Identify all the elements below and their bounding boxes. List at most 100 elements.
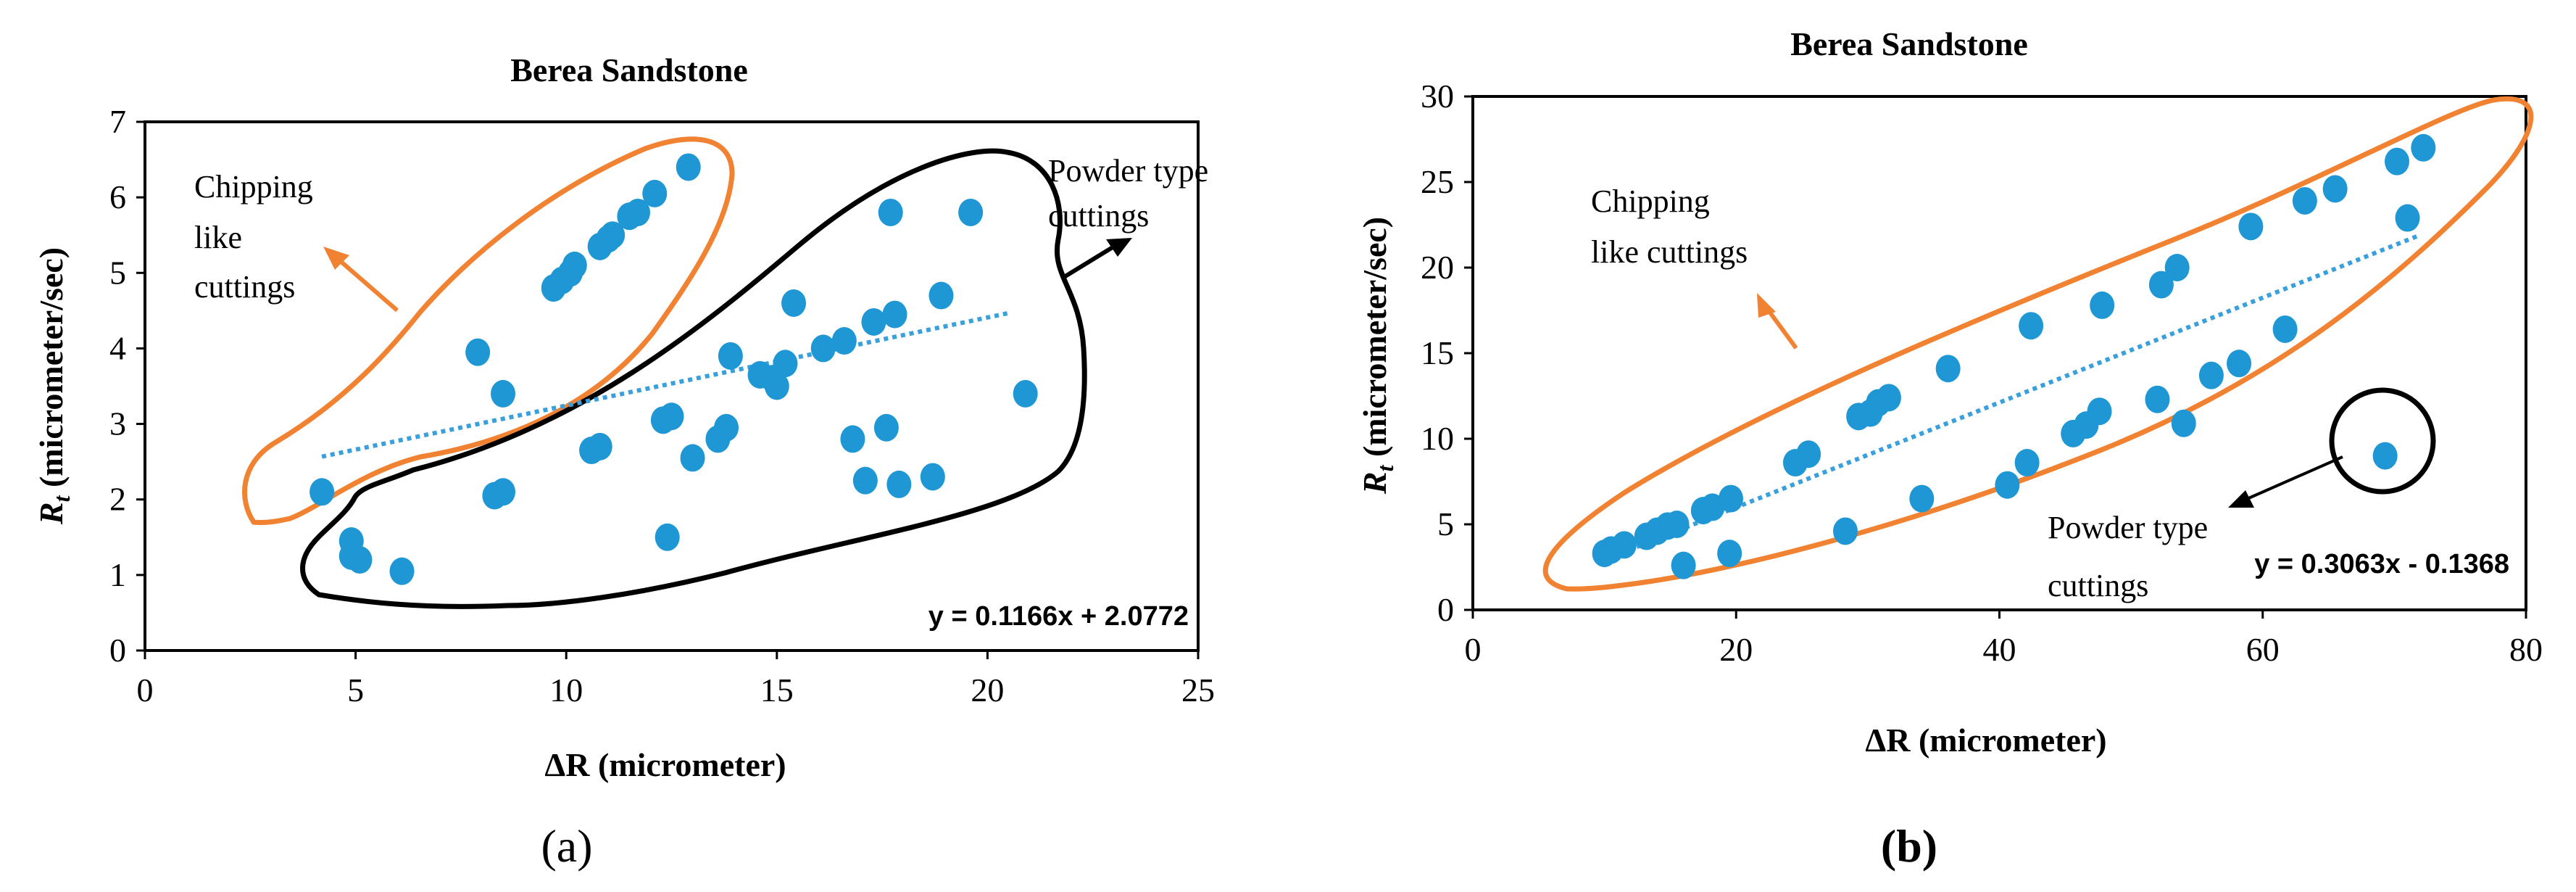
chart-b-trend-equation: y = 0.3063x - 0.1368 xyxy=(2254,549,2509,579)
chart-a-data-point xyxy=(873,413,899,442)
chart-b-data-point xyxy=(2198,361,2224,389)
chart-a-chipping-label-line1: Chipping xyxy=(194,169,313,205)
chart-b-data-point xyxy=(2087,397,2112,426)
panel-b-letter: b xyxy=(1896,820,1922,872)
chart-a-ytick-label: 0 xyxy=(109,632,126,669)
chart-b-xtick-labels: 0 20 40 60 80 xyxy=(1465,631,2543,668)
chart-a-powder-arrowhead xyxy=(1106,238,1132,257)
chart-b-data-point xyxy=(2171,409,2196,437)
chart-b-powder-arrowhead xyxy=(2228,490,2254,508)
chart-a-ytick-label: 7 xyxy=(109,103,126,140)
chart-panel-b: Berea Sandstone 0 5 10 15 20 25 30 0 20 40 60 80 C… xyxy=(1356,25,2543,872)
chart-a-ylabel-units: (micrometer/sec) xyxy=(33,247,70,496)
chart-b-points xyxy=(1592,133,2436,579)
chart-a-ytick-label: 4 xyxy=(109,329,126,366)
panel-b-label: (b) xyxy=(1881,820,1937,872)
chart-b-ytick-label: 5 xyxy=(1437,505,1454,542)
chart-a-ylabel-subscript: t xyxy=(49,495,75,502)
chart-b-data-point xyxy=(2395,204,2420,232)
chart-a-powder-arrow xyxy=(1063,243,1118,279)
chart-b-xtick-label: 80 xyxy=(2509,631,2543,668)
chart-b-data-point xyxy=(2090,291,2115,319)
chart-a-data-point xyxy=(491,379,516,408)
chart-b-data-point xyxy=(1909,484,1935,513)
chart-a-chipping-arrowhead xyxy=(323,247,349,270)
chart-a-data-point xyxy=(831,327,857,355)
chart-a-data-point xyxy=(347,546,373,574)
chart-b-trendline xyxy=(1603,232,2422,562)
chart-b-data-point xyxy=(2019,312,2044,340)
chart-a-ytick-label: 3 xyxy=(109,405,126,442)
chart-b-ytick-label: 0 xyxy=(1437,591,1454,628)
chart-a-ylabel-symbol: R xyxy=(33,502,70,525)
chart-b-axis-ticks xyxy=(1464,95,2527,619)
chart-a-data-point xyxy=(840,425,865,453)
chart-a-trendline xyxy=(321,310,1010,459)
chart-b-xtick-label: 60 xyxy=(2246,631,2280,668)
chart-b-data-point xyxy=(1796,440,1821,468)
chart-b-data-point xyxy=(1832,517,1858,545)
chart-b-chipping-arrowhead xyxy=(1757,293,1776,318)
chart-b-xtick-label: 20 xyxy=(1719,631,1753,668)
chart-b-xtick-label: 40 xyxy=(1983,631,2016,668)
chart-a-data-point xyxy=(886,470,912,498)
chart-a-data-point xyxy=(764,372,789,400)
chart-a-data-point xyxy=(587,432,612,461)
chart-a-xtick-label: 20 xyxy=(971,672,1004,709)
chart-b-plot-frame xyxy=(1471,95,2527,611)
chart-b-data-point xyxy=(2372,442,2398,470)
chart-a-xtick-label: 0 xyxy=(137,672,154,709)
chart-a-data-point xyxy=(642,179,668,207)
chart-a-data-point xyxy=(309,478,335,506)
chart-b-outlier-circle xyxy=(2329,387,2436,495)
chart-a-data-point xyxy=(491,478,516,506)
chart-b-ylabel: Rt (micrometer/sec) xyxy=(1356,217,1398,495)
chart-b-data-point xyxy=(1718,484,1743,513)
chart-b-data-point xyxy=(2385,147,2410,175)
chart-b-data-point xyxy=(2014,449,2040,477)
chart-b-chipping-label-line2: like cuttings xyxy=(1591,234,1748,270)
chart-b-data-point xyxy=(2164,254,2190,281)
chart-a-chipping-label-line3: cuttings xyxy=(194,269,295,305)
chart-b-data-point xyxy=(2238,212,2264,241)
chart-b-data-point xyxy=(2272,315,2298,343)
chart-a-data-point xyxy=(680,444,705,472)
panel-a-letter: a xyxy=(557,820,577,872)
chart-a-xtick-label: 15 xyxy=(760,672,794,709)
chart-a-data-point xyxy=(718,342,743,370)
chart-a-data-point xyxy=(600,221,626,249)
chart-a-data-point xyxy=(655,523,680,551)
chart-b-data-point xyxy=(1935,355,1961,383)
chart-b-xtick-label: 0 xyxy=(1465,631,1482,668)
chart-b-powder-label-line1: Powder type xyxy=(2048,510,2208,545)
chart-b-ytick-label: 10 xyxy=(1421,420,1454,457)
chart-a-xtick-label: 5 xyxy=(347,672,364,709)
chart-a-data-point xyxy=(861,307,886,336)
chart-a-data-point xyxy=(389,557,415,585)
chart-panel-a: Berea Sandstone 0 1 2 3 4 5 6 7 0 5 10 15 20 25 Chip… xyxy=(33,51,1215,872)
panel-a-label: (a) xyxy=(541,820,592,872)
chart-a-data-point xyxy=(810,334,836,363)
chart-a-data-point xyxy=(626,198,651,226)
chart-b-powder-label-line2: cuttings xyxy=(2048,568,2148,603)
chart-a-ylabel: Rt (micrometer/sec) xyxy=(33,247,75,525)
chart-a-points xyxy=(309,153,1038,585)
chart-b-xlabel: ΔR (micrometer) xyxy=(1865,722,2106,759)
chart-a-ytick-labels: 0 1 2 3 4 5 6 7 xyxy=(109,103,126,669)
chart-a-trend-equation: y = 0.1166x + 2.0772 xyxy=(928,601,1189,632)
chart-a-data-point xyxy=(781,289,807,317)
chart-b-ytick-label: 25 xyxy=(1421,163,1454,200)
chart-a-xtick-labels: 0 5 10 15 20 25 xyxy=(137,672,1216,709)
chart-a-axis-ticks xyxy=(136,120,1200,659)
chart-a-xlabel: ΔR (micrometer) xyxy=(544,746,786,783)
chart-a-data-point xyxy=(773,350,798,378)
chart-a-powder-region-outline xyxy=(300,148,1087,609)
chart-a-plot-frame xyxy=(144,120,1200,652)
chart-a-data-point xyxy=(928,281,954,310)
chart-a-chipping-label-line2: like xyxy=(194,220,242,255)
chart-b-data-point xyxy=(2411,133,2436,162)
chart-b-ylabel-symbol: R xyxy=(1356,471,1393,495)
chart-a-data-point xyxy=(659,402,684,431)
chart-b-ytick-label: 30 xyxy=(1421,78,1454,115)
